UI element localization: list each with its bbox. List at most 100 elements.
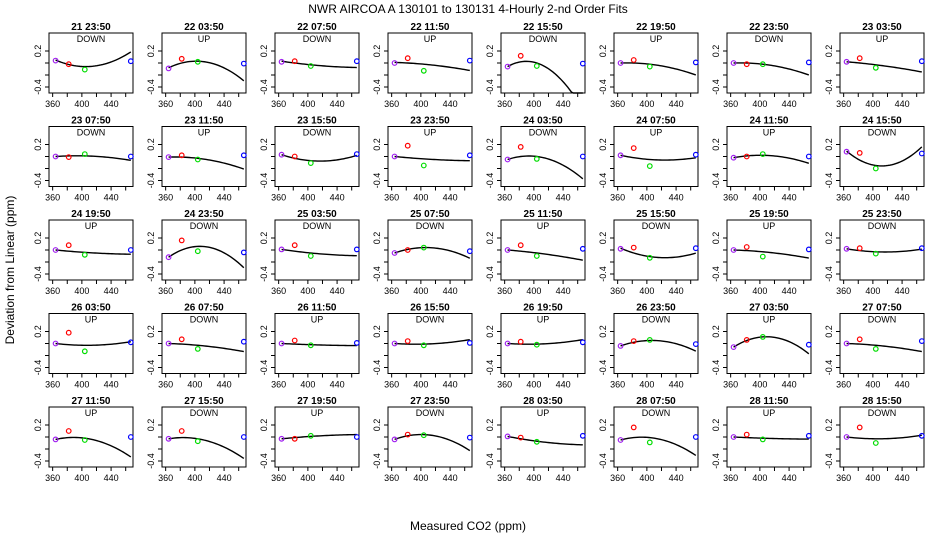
panel-direction-label: DOWN	[868, 221, 897, 231]
panel-direction-label: UP	[198, 128, 211, 138]
x-tick-label: 360	[384, 99, 399, 109]
panel-direction-label: DOWN	[190, 315, 219, 325]
data-point	[404, 55, 411, 62]
x-tick-label: 360	[384, 286, 399, 296]
panel-title: 24 15:50	[862, 116, 902, 127]
data-point	[872, 64, 879, 71]
panel-title: 24 19:50	[71, 209, 111, 220]
data-point	[730, 154, 737, 161]
y-tick-label: 0.2	[711, 325, 721, 338]
x-tick-label: 440	[443, 473, 458, 483]
panel-title: 23 23:50	[410, 116, 450, 127]
panel-direction-label: DOWN	[416, 408, 445, 418]
data-point	[856, 245, 863, 252]
x-tick-label: 440	[782, 99, 797, 109]
data-point	[353, 246, 360, 253]
panel-title: 21 23:50	[71, 22, 111, 33]
y-tick-label: -0.4	[485, 266, 495, 282]
data-point	[466, 57, 473, 64]
data-point	[805, 341, 812, 348]
x-tick-label: 400	[639, 380, 654, 390]
x-tick-label: 440	[782, 193, 797, 203]
panel-direction-label: UP	[537, 221, 550, 231]
fit-curve	[733, 154, 810, 164]
panel-title: 22 07:50	[297, 22, 337, 33]
panel-direction-label: UP	[311, 315, 324, 325]
data-point	[692, 59, 699, 66]
x-tick-label: 440	[895, 99, 910, 109]
data-point	[617, 343, 624, 349]
y-tick-label: 0.2	[146, 138, 156, 151]
y-tick-label: -0.4	[485, 79, 495, 95]
x-tick-label: 400	[187, 286, 202, 296]
fit-curve	[394, 155, 470, 162]
x-tick-label: 360	[45, 99, 60, 109]
data-point	[420, 67, 427, 74]
panel-title: 22 23:50	[749, 22, 789, 33]
fit-curve	[55, 436, 132, 458]
x-tick-label: 400	[865, 286, 880, 296]
panel-direction-label: DOWN	[868, 315, 897, 325]
x-tick-label: 360	[497, 473, 512, 483]
x-tick-label: 440	[330, 286, 345, 296]
data-point	[579, 245, 586, 252]
x-tick-label: 440	[330, 473, 345, 483]
panel-direction-label: UP	[424, 34, 437, 44]
data-point	[504, 63, 511, 70]
data-point	[646, 63, 653, 70]
data-point	[353, 151, 360, 158]
x-tick-label: 400	[187, 473, 202, 483]
fit-curve	[733, 249, 809, 259]
x-tick-label: 360	[271, 286, 286, 296]
x-tick-label: 360	[158, 286, 173, 296]
x-tick-label: 440	[669, 286, 684, 296]
y-tick-label: -0.4	[824, 173, 834, 189]
x-tick-label: 400	[300, 286, 315, 296]
panel-title: 25 23:50	[862, 209, 902, 220]
x-tick-label: 400	[187, 380, 202, 390]
data-point	[81, 348, 88, 355]
panel-title: 24 23:50	[184, 209, 224, 220]
data-point	[918, 150, 925, 157]
data-point	[65, 329, 72, 336]
fit-curve	[168, 60, 245, 82]
x-tick-label: 440	[895, 286, 910, 296]
data-point	[730, 344, 737, 351]
x-tick-label: 400	[526, 286, 541, 296]
panel-title: 27 23:50	[410, 396, 450, 407]
x-tick-label: 400	[639, 286, 654, 296]
panel-direction-label: UP	[537, 315, 550, 325]
data-point	[759, 151, 766, 158]
fit-curve	[733, 436, 809, 440]
panel-title: 26 03:50	[71, 303, 111, 314]
x-tick-label: 400	[413, 473, 428, 483]
x-tick-label: 360	[45, 193, 60, 203]
data-point	[533, 253, 540, 259]
fit-curve	[846, 434, 922, 440]
x-tick-label: 360	[158, 99, 173, 109]
x-tick-label: 440	[217, 99, 232, 109]
x-tick-label: 360	[836, 193, 851, 203]
x-tick-label: 440	[669, 380, 684, 390]
data-point	[504, 433, 511, 440]
data-point	[194, 438, 201, 445]
fit-curve	[394, 338, 470, 345]
x-tick-label: 440	[104, 286, 119, 296]
panel-title: 26 23:50	[636, 303, 676, 314]
panel-title: 26 07:50	[184, 303, 224, 314]
fit-curve	[394, 246, 471, 259]
y-tick-label: 0.2	[33, 419, 43, 432]
data-point	[165, 65, 172, 72]
x-tick-label: 400	[300, 380, 315, 390]
x-tick-label: 440	[217, 286, 232, 296]
y-tick-label: -0.4	[372, 266, 382, 282]
data-point	[918, 432, 925, 439]
